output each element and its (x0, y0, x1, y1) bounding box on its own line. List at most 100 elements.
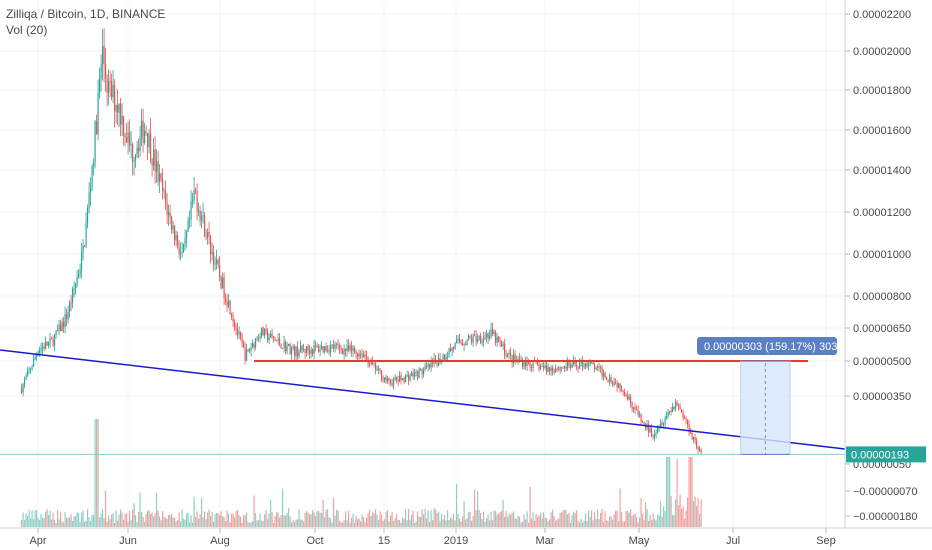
volume-bar (92, 515, 95, 527)
candle-body (118, 103, 120, 113)
time-tick-label: Sep (816, 535, 836, 547)
candle-body (325, 346, 327, 351)
candle-body (586, 363, 588, 367)
volume-bar (352, 513, 354, 527)
candle-body (232, 317, 234, 322)
candle-body (505, 354, 507, 357)
volume-bar (509, 514, 512, 527)
candle-body (419, 369, 422, 371)
candle-body (305, 346, 308, 354)
candle-body (77, 274, 80, 278)
candle-body (203, 215, 206, 237)
volume-bar (101, 509, 104, 527)
candle-body (259, 336, 261, 338)
candle-body (400, 375, 402, 381)
trend-line[interactable] (0, 349, 846, 450)
volume-bar (511, 513, 513, 527)
volume-bar (562, 509, 564, 527)
candle-body (283, 341, 285, 348)
volume-bar (118, 514, 120, 527)
candle-body (296, 346, 299, 357)
volume-bar (496, 514, 498, 527)
candle-body (394, 377, 396, 380)
candle-body (620, 389, 623, 392)
candle-body (137, 147, 140, 152)
candle-body (431, 361, 434, 364)
volume-bar (664, 510, 666, 527)
volume-bar (64, 512, 66, 527)
candle-body (97, 93, 99, 134)
volume-bar (643, 520, 645, 527)
volume-bar (505, 510, 507, 527)
volume-bar (353, 522, 356, 527)
volume-bar (88, 517, 90, 527)
volume-bar (79, 521, 81, 527)
volume-bar (406, 520, 408, 527)
candle-body (356, 353, 359, 357)
candle-body (227, 300, 230, 307)
volume-bar (46, 509, 48, 527)
volume-bar (409, 520, 411, 527)
candle-body (673, 406, 675, 409)
volume-bar (89, 520, 92, 527)
volume-bar (386, 510, 389, 527)
volume-bar (694, 496, 696, 527)
candle-body (167, 212, 170, 216)
volume-bar (338, 520, 341, 527)
volume-bar (226, 510, 228, 527)
volume-bar (379, 511, 381, 527)
candle-body (190, 201, 192, 219)
candle-body (523, 362, 525, 367)
candle-body (181, 251, 183, 253)
volume-bar (59, 512, 62, 527)
candle-body (385, 377, 387, 382)
candle-body (551, 368, 554, 372)
volume-bar (326, 509, 329, 527)
candle-body (649, 428, 651, 433)
volume-bar (271, 512, 273, 527)
candle-body (157, 161, 159, 182)
candle-body (332, 344, 335, 349)
volume-bar (310, 513, 312, 527)
volume-bar (70, 514, 72, 527)
volume-bar (268, 513, 270, 527)
volume-bar (112, 513, 114, 527)
candle-body (55, 330, 57, 336)
volume-bar (223, 516, 225, 527)
candle-body (166, 202, 168, 216)
volume-bar (484, 521, 486, 527)
volume-bar (670, 496, 672, 527)
volume-bar (133, 503, 135, 527)
volume-bar (94, 419, 96, 527)
candle-body (517, 358, 519, 360)
volume-bar (307, 512, 309, 527)
volume-bar (263, 514, 266, 527)
candle-body (622, 391, 624, 393)
volume-bar (262, 520, 264, 527)
volume-bar (244, 515, 246, 527)
price-range-measure[interactable]: 0.00000303 (159.17%) 303 (697, 337, 837, 455)
candle-body (398, 375, 401, 382)
candle-body (98, 78, 101, 94)
volume-bar (167, 515, 170, 527)
candle-body (74, 284, 77, 289)
volume-bar (658, 515, 660, 527)
volume-bars (20, 419, 702, 527)
candle-body (230, 314, 233, 318)
volume-bar (313, 512, 315, 527)
time-axis[interactable]: Apr Jun Aug Oct 15 2019 Mar May Jul Sep (0, 527, 932, 547)
volume-bar (685, 510, 687, 527)
candle-body (202, 215, 204, 217)
candle-body (458, 339, 461, 343)
candle-body (574, 361, 576, 365)
price-axis[interactable]: 0.00002200 0.00002000 0.00001800 0.00001600… (844, 0, 918, 528)
volume-bar (422, 514, 425, 527)
volume-bar (97, 419, 99, 527)
volume-bar (349, 522, 351, 527)
volume-bar (331, 522, 333, 527)
candle-body (461, 343, 464, 345)
candle-body (140, 120, 143, 137)
candle-body (448, 348, 450, 357)
candle-body (53, 335, 56, 346)
